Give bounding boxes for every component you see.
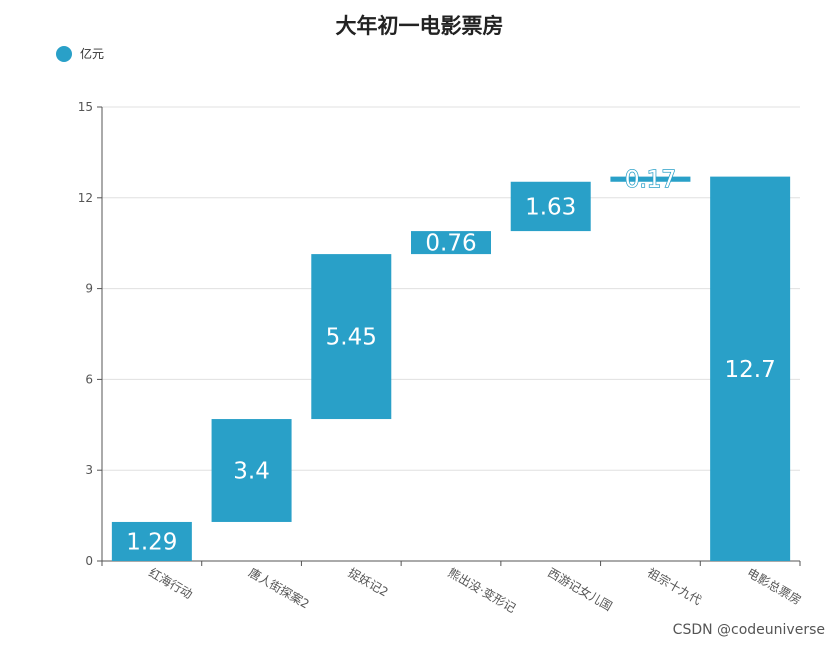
bar-data-label: 5.45 <box>326 325 377 351</box>
watermark-text: CSDN @codeuniverse <box>672 622 825 638</box>
bar-data-label: 3.4 <box>233 459 270 485</box>
bar <box>111 521 192 561</box>
y-tick-label: 6 <box>85 372 93 386</box>
legend-marker-icon <box>56 45 72 62</box>
bar <box>610 176 691 182</box>
y-tick-label: 12 <box>78 191 93 205</box>
bar-data-label: 0.76 <box>425 231 476 257</box>
bar <box>411 231 491 255</box>
bar-data-label: 1.63 <box>525 194 576 220</box>
bar <box>211 419 292 522</box>
legend-label: 亿元 <box>80 47 105 61</box>
y-tick-label: 3 <box>85 463 93 477</box>
y-tick-label: 0 <box>85 554 93 568</box>
bar-data-label: 1.29 <box>126 529 177 555</box>
chart-legend[interactable]: 亿元 <box>56 45 104 62</box>
bar-data-label: 0.17 <box>625 167 676 193</box>
x-tick-label: 西游记女儿国 <box>545 565 615 614</box>
x-tick-label: 捉妖记2 <box>346 565 391 600</box>
x-tick-label: 祖宗十九代 <box>645 565 704 608</box>
x-tick-label: 电影总票房 <box>745 565 804 608</box>
bar <box>510 181 591 232</box>
y-tick-label: 9 <box>85 282 93 296</box>
y-tick-label: 15 <box>78 100 93 114</box>
bar <box>710 176 791 561</box>
x-tick-label: 红海行动 <box>146 565 195 602</box>
x-tick-label: 熊出没·变形记 <box>446 565 519 616</box>
bar <box>311 254 392 420</box>
chart-title: 大年初一电影票房 <box>335 14 504 38</box>
bar-data-label: 12.7 <box>725 357 776 383</box>
x-tick-label: 唐人街探案2 <box>246 565 312 612</box>
